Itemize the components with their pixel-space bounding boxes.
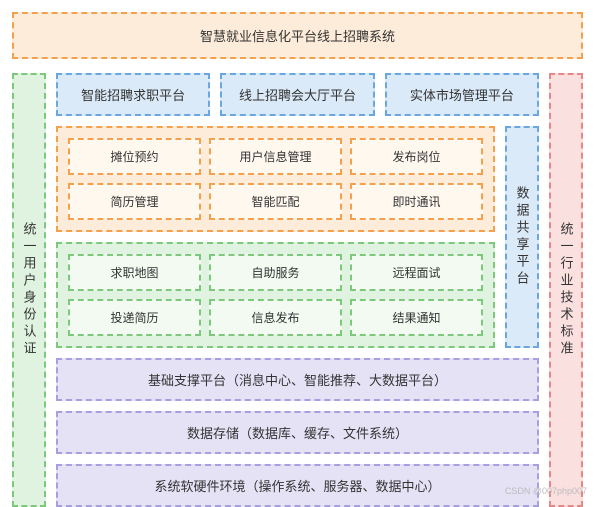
cell-label: 结果通知 [392, 311, 440, 325]
platform-box: 实体市场管理平台 [385, 73, 539, 116]
platform-box: 线上招聘会大厅平台 [220, 73, 374, 116]
cell: 摊位预约 [68, 138, 201, 175]
cell: 投递简历 [68, 299, 201, 336]
cell: 远程面试 [350, 254, 483, 291]
cell-label: 智能匹配 [251, 195, 299, 209]
platform-label: 线上招聘会大厅平台 [239, 88, 356, 103]
bottom-bar: 系统软硬件环境（操作系统、服务器、数据中心） [56, 464, 539, 507]
cell: 自助服务 [209, 254, 342, 291]
cell-label: 简历管理 [110, 195, 158, 209]
cell-label: 自助服务 [251, 266, 299, 280]
left-side-label: 统一用户身份认证 [20, 222, 39, 358]
cell: 简历管理 [68, 183, 201, 220]
cell: 发布岗位 [350, 138, 483, 175]
cell: 求职地图 [68, 254, 201, 291]
title-bar: 智慧就业信息化平台线上招聘系统 [12, 12, 583, 59]
platform-box: 智能招聘求职平台 [56, 73, 210, 116]
cell-label: 求职地图 [110, 266, 158, 280]
bottom-bar: 基础支撑平台（消息中心、智能推荐、大数据平台） [56, 358, 539, 401]
bar-label: 基础支撑平台（消息中心、智能推荐、大数据平台） [148, 373, 447, 388]
left-identity-auth: 统一用户身份认证 [12, 73, 46, 507]
cell: 即时通讯 [350, 183, 483, 220]
mid-row: 摊位预约 用户信息管理 发布岗位 简历管理 智能匹配 即时通讯 求职地图 自助服… [56, 126, 539, 348]
platform-label: 实体市场管理平台 [410, 88, 514, 103]
bottom-bar: 数据存储（数据库、缓存、文件系统） [56, 411, 539, 454]
cell-label: 发布岗位 [392, 150, 440, 164]
bar-label: 数据存储（数据库、缓存、文件系统） [187, 426, 408, 441]
data-share-platform: 数据共享平台 [505, 126, 539, 348]
platform-label: 智能招聘求职平台 [81, 88, 185, 103]
cell: 结果通知 [350, 299, 483, 336]
watermark: CSDN @007php007 [505, 486, 587, 496]
platform-row: 智能招聘求职平台 线上招聘会大厅平台 实体市场管理平台 [56, 73, 539, 116]
cell: 信息发布 [209, 299, 342, 336]
cell-label: 信息发布 [251, 311, 299, 325]
share-label: 数据共享平台 [513, 186, 532, 288]
right-side-label: 统一行业技术标准 [557, 222, 576, 358]
grid-groups: 摊位预约 用户信息管理 发布岗位 简历管理 智能匹配 即时通讯 求职地图 自助服… [56, 126, 495, 348]
green-group: 求职地图 自助服务 远程面试 投递简历 信息发布 结果通知 [56, 242, 495, 348]
cell-label: 投递简历 [110, 311, 158, 325]
cell-label: 摊位预约 [110, 150, 158, 164]
cell-label: 远程面试 [392, 266, 440, 280]
cell-label: 即时通讯 [392, 195, 440, 209]
cell-label: 用户信息管理 [239, 150, 311, 164]
orange-group: 摊位预约 用户信息管理 发布岗位 简历管理 智能匹配 即时通讯 [56, 126, 495, 232]
main-row: 统一用户身份认证 智能招聘求职平台 线上招聘会大厅平台 实体市场管理平台 摊位预… [12, 73, 583, 507]
center-column: 智能招聘求职平台 线上招聘会大厅平台 实体市场管理平台 摊位预约 用户信息管理 … [56, 73, 539, 507]
right-industry-standard: 统一行业技术标准 [549, 73, 583, 507]
title-text: 智慧就业信息化平台线上招聘系统 [200, 29, 395, 44]
bar-label: 系统软硬件环境（操作系统、服务器、数据中心） [154, 479, 440, 494]
cell: 智能匹配 [209, 183, 342, 220]
cell: 用户信息管理 [209, 138, 342, 175]
